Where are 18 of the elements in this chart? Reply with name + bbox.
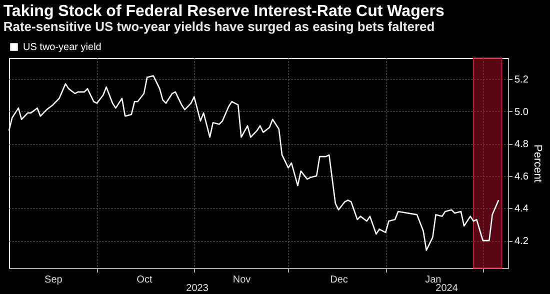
chart-title: Taking Stock of Federal Reserve Interest-Rate Cut Wagers	[3, 3, 444, 20]
x-tick-label: Sep	[44, 274, 63, 286]
x-tick-label: Nov	[232, 274, 251, 286]
x-tick-label: Oct	[136, 274, 152, 286]
text: 2023	[186, 283, 209, 294]
chart-subtitle: Rate-sensitive US two-year yields have surged as easing bets faltered	[3, 19, 435, 34]
y-tick-label: 5.2	[514, 74, 529, 86]
x-tick-label: Jan	[425, 274, 442, 286]
y-tick-label: 4.2	[514, 236, 529, 248]
y-tick-label: 4.8	[514, 139, 529, 150]
y-tick-label: 4.4	[514, 204, 529, 215]
y-tick-label: 5.0	[514, 106, 529, 118]
legend-label: US two-year yield	[23, 42, 102, 53]
line-series	[8, 75, 500, 251]
y-tick-label: 4.6	[514, 171, 529, 182]
y-axis-title: Percent	[531, 144, 544, 182]
text: 2024	[436, 283, 458, 294]
x-tick-label: Dec	[330, 274, 348, 286]
